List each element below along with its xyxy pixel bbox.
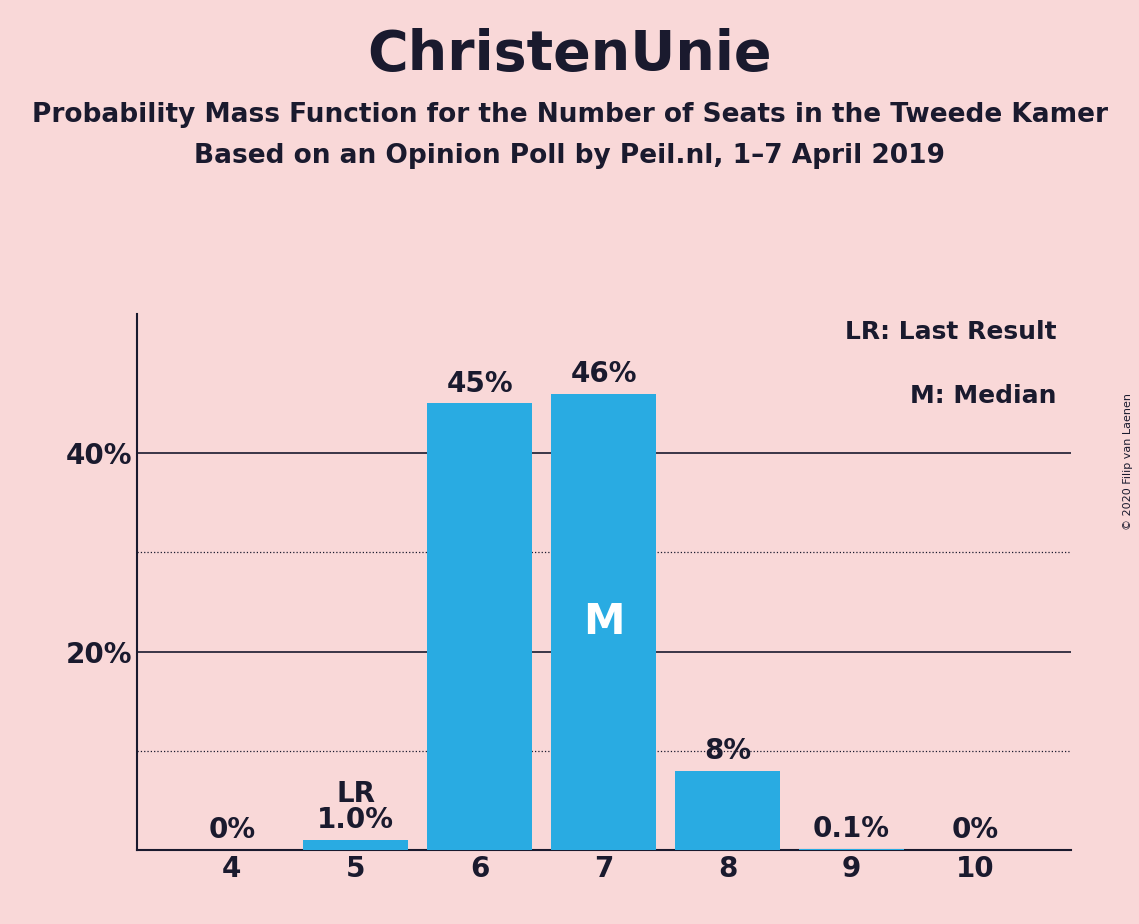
Text: © 2020 Filip van Laenen: © 2020 Filip van Laenen — [1123, 394, 1133, 530]
Text: 1.0%: 1.0% — [318, 807, 394, 834]
Bar — [427, 404, 532, 850]
Text: LR: LR — [336, 781, 375, 808]
Text: 0%: 0% — [208, 816, 255, 845]
Text: 8%: 8% — [704, 736, 752, 765]
Text: 45%: 45% — [446, 370, 513, 397]
Text: 46%: 46% — [571, 359, 637, 387]
Text: ChristenUnie: ChristenUnie — [367, 28, 772, 81]
Text: Probability Mass Function for the Number of Seats in the Tweede Kamer: Probability Mass Function for the Number… — [32, 102, 1107, 128]
Text: LR: Last Result: LR: Last Result — [845, 320, 1057, 344]
Text: 0.1%: 0.1% — [813, 815, 890, 843]
Text: Based on an Opinion Poll by Peil.nl, 1–7 April 2019: Based on an Opinion Poll by Peil.nl, 1–7… — [194, 143, 945, 169]
Bar — [303, 840, 409, 850]
Bar — [798, 849, 904, 850]
Text: 0%: 0% — [952, 816, 999, 845]
Text: M: Median: M: Median — [910, 383, 1057, 407]
Text: M: M — [583, 601, 624, 643]
Bar — [675, 771, 780, 850]
Bar — [551, 394, 656, 850]
